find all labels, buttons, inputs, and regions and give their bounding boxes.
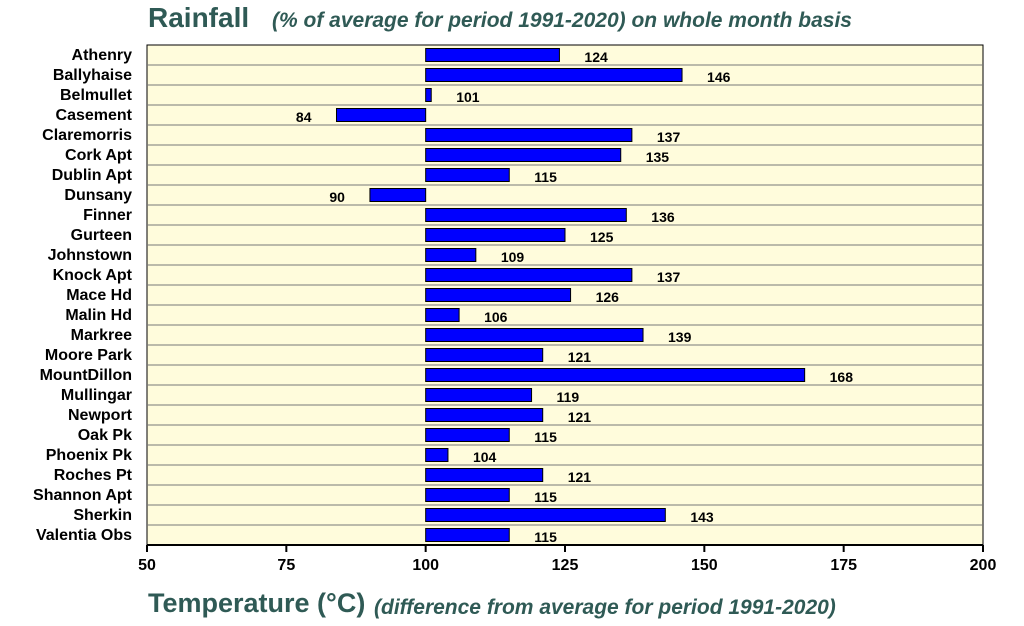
- data-label: 109: [501, 249, 525, 265]
- bar: [425, 88, 432, 102]
- category-label: Newport: [68, 407, 133, 424]
- category-label: Gurteen: [71, 227, 132, 244]
- bar: [425, 288, 572, 302]
- footer-subtitle: (difference from average for period 1991…: [374, 596, 836, 619]
- data-label: 121: [568, 409, 592, 425]
- data-label: 115: [534, 529, 557, 545]
- category-label: Casement: [56, 107, 133, 124]
- data-label: 119: [557, 389, 580, 405]
- data-label: 146: [707, 69, 731, 85]
- bar: [425, 128, 633, 142]
- x-tick-label: 75: [277, 557, 295, 574]
- data-label: 115: [534, 429, 557, 445]
- data-label: 115: [534, 489, 557, 505]
- category-label: Valentia Obs: [36, 527, 132, 544]
- bar: [425, 68, 683, 82]
- category-label: Sherkin: [73, 507, 132, 524]
- category-label: Johnstown: [48, 247, 132, 264]
- bar: [425, 488, 510, 502]
- data-label: 143: [690, 509, 714, 525]
- category-label: Finner: [83, 207, 132, 224]
- bar: [425, 268, 633, 282]
- chart-title: Rainfall: [148, 2, 249, 33]
- category-label: Knock Apt: [53, 267, 133, 284]
- x-tick-label: 100: [412, 557, 439, 574]
- bar: [425, 408, 544, 422]
- data-label: 168: [830, 369, 854, 385]
- category-label: Oak Pk: [78, 427, 132, 444]
- x-tick-label: 50: [138, 557, 156, 574]
- data-label: 84: [296, 109, 312, 125]
- x-tick-label: 125: [552, 557, 579, 574]
- category-label: Athenry: [72, 47, 133, 64]
- category-label: Mace Hd: [66, 287, 132, 304]
- category-label: Belmullet: [60, 87, 133, 104]
- x-tick-label: 150: [691, 557, 718, 574]
- bar: [425, 368, 806, 382]
- category-label: Dublin Apt: [52, 167, 133, 184]
- category-label: Dunsany: [64, 187, 132, 204]
- data-label: 115: [534, 169, 557, 185]
- category-label: Markree: [71, 327, 132, 344]
- chart-subtitle: (% of average for period 1991-2020) on w…: [272, 9, 852, 32]
- data-label: 126: [596, 289, 620, 305]
- bar: [425, 468, 544, 482]
- bar: [369, 188, 427, 202]
- bar: [425, 528, 510, 542]
- bar: [425, 248, 477, 262]
- bar: [425, 348, 544, 362]
- data-label: 101: [456, 89, 480, 105]
- bar: [425, 308, 460, 322]
- data-label: 90: [329, 189, 345, 205]
- category-label: Ballyhaise: [53, 67, 132, 84]
- category-label: Cork Apt: [65, 147, 133, 164]
- data-label: 121: [568, 469, 592, 485]
- bar: [425, 148, 622, 162]
- bar: [425, 428, 510, 442]
- data-label: 121: [568, 349, 592, 365]
- category-label: Shannon Apt: [33, 487, 133, 504]
- bar: [425, 48, 560, 62]
- category-label: Phoenix Pk: [46, 447, 132, 464]
- data-label: 136: [651, 209, 675, 225]
- data-label: 106: [484, 309, 508, 325]
- category-label: MountDillon: [40, 367, 132, 384]
- data-label: 104: [473, 449, 497, 465]
- bar: [425, 388, 533, 402]
- data-label: 135: [646, 149, 670, 165]
- bar: [425, 508, 666, 522]
- bar: [425, 168, 510, 182]
- bar: [425, 208, 627, 222]
- data-label: 137: [657, 129, 681, 145]
- data-label: 124: [584, 49, 608, 65]
- x-tick-label: 200: [970, 557, 997, 574]
- category-label: Claremorris: [42, 127, 132, 144]
- category-label: Moore Park: [45, 347, 132, 364]
- category-label: Malin Hd: [65, 307, 132, 324]
- bar: [425, 328, 644, 342]
- data-label: 137: [657, 269, 681, 285]
- bar: [425, 228, 566, 242]
- data-label: 125: [590, 229, 614, 245]
- bar: [335, 108, 427, 122]
- category-label: Roches Pt: [54, 467, 133, 484]
- footer-title: Temperature (°C): [148, 588, 365, 618]
- bar: [425, 448, 449, 462]
- category-label: Mullingar: [61, 387, 132, 404]
- x-tick-label: 175: [830, 557, 857, 574]
- data-label: 139: [668, 329, 692, 345]
